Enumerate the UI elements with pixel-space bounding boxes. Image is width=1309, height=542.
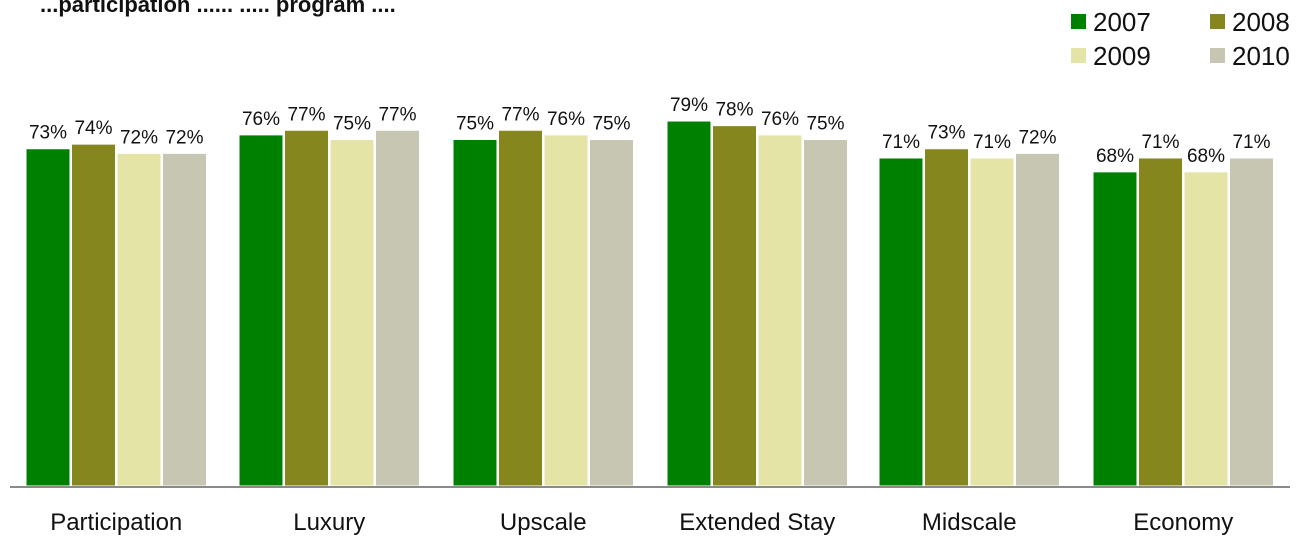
bar-2007-upscale (452, 139, 498, 487)
data-label: 72% (1018, 127, 1056, 148)
data-label: 75% (456, 114, 494, 135)
x-tick-label: Economy (1133, 509, 1233, 536)
data-label: 68% (1096, 146, 1134, 167)
bar-2009-luxury (329, 139, 375, 487)
bar-2009-midscale (969, 157, 1015, 487)
legend-swatch-2010 (1210, 48, 1225, 63)
data-label: 71% (973, 132, 1011, 153)
bar-2008-economy (1138, 157, 1183, 487)
data-label: 76% (242, 109, 280, 130)
data-label: 72% (165, 127, 203, 148)
data-label: 73% (29, 123, 67, 144)
data-label: 71% (1141, 132, 1179, 153)
bar-2010-extended-stay (803, 139, 848, 487)
data-label: 71% (882, 132, 920, 153)
data-label: 77% (287, 104, 325, 125)
data-label: 74% (74, 118, 112, 139)
legend-swatch-2007 (1071, 14, 1086, 29)
bar-2010-economy (1229, 157, 1274, 487)
bar-2010-luxury (375, 129, 420, 487)
bar-2007-midscale (878, 157, 924, 487)
bar-2008-luxury (284, 129, 329, 487)
legend-label-2007: 2007 (1093, 7, 1151, 37)
legend-label-2010: 2010 (1232, 41, 1290, 71)
data-label: 77% (378, 104, 416, 125)
x-tick-label: Midscale (922, 509, 1017, 536)
data-label: 75% (333, 114, 371, 135)
x-tick-label: Participation (50, 509, 182, 536)
bar-2008-participation (71, 143, 116, 487)
bar-2008-upscale (498, 129, 543, 487)
data-label: 75% (806, 114, 844, 135)
bar-2007-luxury (238, 134, 284, 487)
data-label: 76% (547, 109, 585, 130)
bar-2007-economy (1092, 171, 1138, 487)
bar-2009-extended-stay (757, 134, 803, 487)
chart-title-fragment: ...participation ...... ..... program ..… (40, 0, 396, 17)
bar-2010-upscale (589, 139, 634, 487)
data-label: 68% (1187, 146, 1225, 167)
bar-2010-midscale (1015, 152, 1060, 487)
bar-2008-midscale (924, 148, 969, 487)
legend-label-2008: 2008 (1232, 7, 1290, 37)
bar-2010-participation (162, 152, 207, 487)
legend-label-2009: 2009 (1093, 41, 1151, 71)
bar-2007-extended-stay (666, 120, 712, 487)
x-tick-label: Extended Stay (679, 509, 835, 536)
data-label: 77% (501, 104, 539, 125)
bar-2009-economy (1183, 171, 1229, 487)
bar-2007-participation (25, 148, 71, 487)
data-label: 73% (927, 123, 965, 144)
data-label: 79% (670, 95, 708, 116)
legend-swatch-2009 (1071, 48, 1086, 63)
x-tick-label: Luxury (293, 509, 365, 536)
data-label: 75% (592, 114, 630, 135)
data-label: 76% (761, 109, 799, 130)
data-label: 72% (120, 127, 158, 148)
legend-swatch-2008 (1210, 14, 1225, 29)
data-label: 78% (715, 100, 753, 121)
bar-2008-extended-stay (712, 125, 757, 487)
bar-2009-upscale (543, 134, 589, 487)
x-tick-label: Upscale (500, 509, 587, 536)
bar-2009-participation (116, 152, 162, 487)
data-label: 71% (1232, 132, 1270, 153)
